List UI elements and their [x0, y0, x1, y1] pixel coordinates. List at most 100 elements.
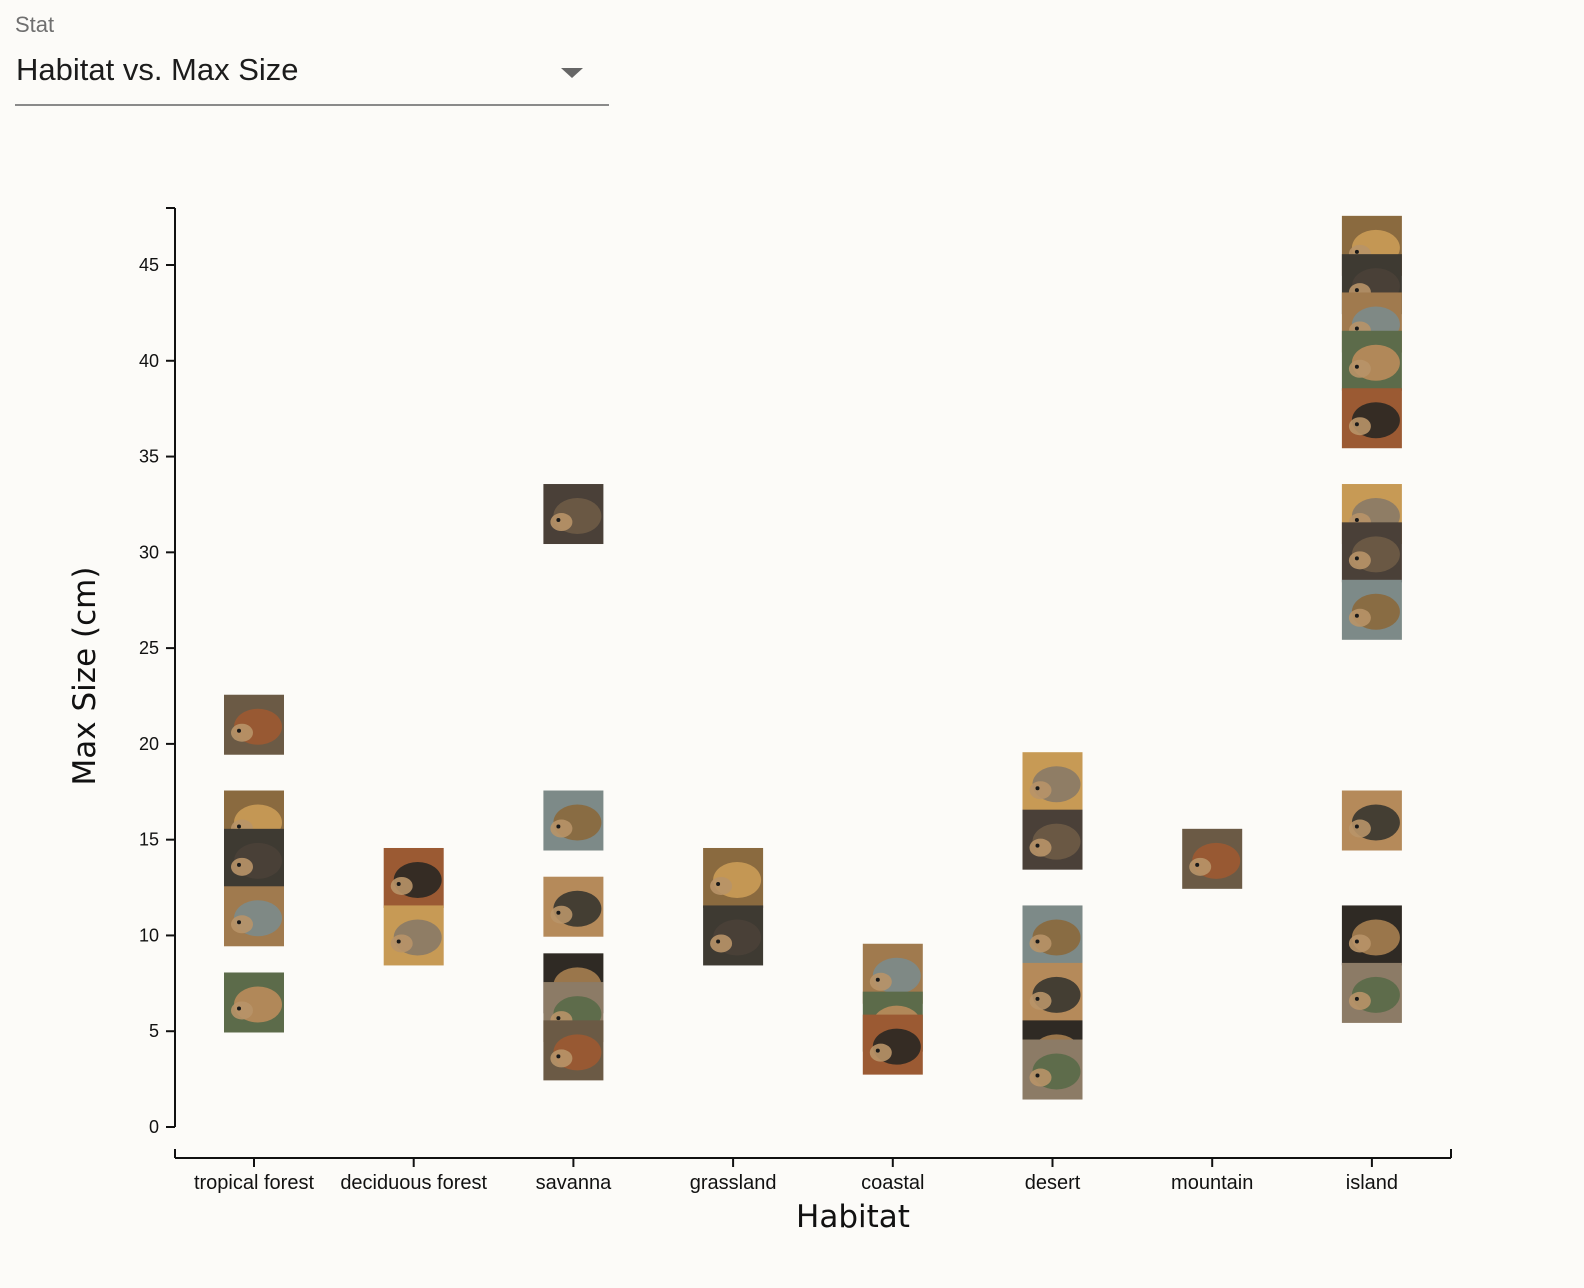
tortoise-eye	[716, 881, 721, 886]
x-tick-label: grassland	[690, 1172, 777, 1194]
tortoise-head-shape	[231, 1001, 253, 1020]
tortoise-head-shape	[550, 513, 573, 532]
data-point	[1341, 905, 1402, 966]
data-point	[1341, 388, 1402, 449]
stat-select[interactable]: Habitat vs. Max Size	[15, 40, 609, 106]
data-point	[224, 828, 284, 889]
y-tick-label: 45	[139, 255, 159, 275]
data-point	[1022, 1039, 1083, 1100]
tortoise-head-shape	[710, 934, 733, 953]
tortoise-head-shape	[231, 915, 253, 934]
data-point	[383, 847, 444, 908]
y-tick-label: 0	[149, 1117, 159, 1137]
data-point	[383, 905, 444, 966]
data-point	[543, 1020, 604, 1081]
x-tick-label: savanna	[536, 1172, 612, 1194]
tortoise-head-shape	[1348, 551, 1371, 570]
tortoise-eye	[875, 977, 880, 982]
x-tick-label: desert	[1025, 1172, 1081, 1194]
stat-control: Stat Habitat vs. Max Size	[15, 10, 609, 106]
tortoise-head-shape	[1029, 781, 1052, 800]
x-axis: tropical forest deciduous forest savanna gr…	[174, 1149, 1452, 1194]
data-point	[1341, 522, 1402, 583]
tortoise-head-shape	[231, 723, 253, 742]
tortoise-head-shape	[1348, 934, 1371, 953]
tortoise-eye	[556, 1016, 561, 1021]
tortoise-head-shape	[1029, 1068, 1052, 1087]
tortoise-head-shape	[1029, 934, 1052, 953]
tortoise-eye	[1354, 422, 1359, 427]
tortoise-head-shape	[390, 876, 413, 895]
tortoise-eye	[875, 1048, 880, 1053]
tortoise-eye	[237, 728, 241, 733]
tortoise-eye	[1354, 939, 1359, 944]
tortoise-head-shape	[231, 857, 253, 876]
tortoise-head-shape	[550, 1049, 573, 1068]
tortoise-eye	[1354, 288, 1359, 293]
tortoise-eye	[1354, 326, 1359, 331]
stat-label: Stat	[15, 12, 55, 37]
tortoise-eye	[1035, 786, 1040, 791]
data-point	[224, 886, 284, 947]
data-point	[703, 847, 764, 908]
tortoise-eye	[1035, 843, 1040, 848]
x-tick-label: deciduous forest	[340, 1172, 487, 1194]
tortoise-eye	[237, 1006, 241, 1011]
data-point	[224, 972, 284, 1033]
tortoise-head-shape	[1348, 417, 1371, 436]
data-point	[1022, 962, 1083, 1023]
tortoise-eye	[556, 1054, 561, 1059]
x-axis-title: Habitat	[796, 1199, 910, 1235]
data-point	[224, 694, 284, 755]
data-point	[1341, 330, 1402, 391]
y-tick-label: 35	[139, 447, 159, 467]
y-tick-label: 20	[139, 734, 159, 754]
tortoise-eye	[1354, 249, 1359, 254]
tortoise-eye	[237, 824, 241, 829]
tortoise-eye	[1354, 996, 1359, 1001]
tortoise-eye	[556, 824, 561, 829]
tortoise-head-shape	[390, 934, 413, 953]
tortoise-eye	[237, 862, 241, 867]
tortoise-eye	[396, 939, 401, 944]
y-axis-title: Max Size (cm)	[67, 567, 103, 786]
y-tick-label: 5	[149, 1021, 159, 1041]
tortoise-head-shape	[550, 905, 573, 924]
tortoise-head-shape	[1348, 819, 1371, 838]
data-point	[862, 1014, 923, 1075]
dropdown-arrow-icon	[561, 68, 583, 78]
tortoise-head-shape	[710, 876, 733, 895]
y-tick-label: 10	[139, 925, 159, 945]
tortoise-eye	[1035, 939, 1040, 944]
tortoise-eye	[716, 939, 721, 944]
data-point	[1341, 790, 1402, 851]
tortoise-eye	[1354, 824, 1359, 829]
tortoise-head-shape	[1348, 991, 1371, 1010]
tortoise-head-shape	[1029, 991, 1052, 1010]
tortoise-head-shape	[1189, 857, 1212, 876]
tortoise-eye	[237, 920, 241, 925]
data-point	[1341, 579, 1402, 640]
data-point	[543, 790, 604, 851]
y-tick-label: 25	[139, 638, 159, 658]
data-point	[1182, 828, 1243, 889]
tortoise-head-shape	[1029, 838, 1052, 857]
data-point	[1341, 962, 1402, 1023]
tortoise-eye	[556, 910, 561, 915]
tortoise-eye	[1195, 862, 1200, 867]
x-tick-label: island	[1346, 1172, 1398, 1194]
tortoise-eye	[1354, 364, 1359, 369]
y-tick-label: 30	[139, 542, 159, 562]
chart-marks	[224, 215, 1402, 1100]
stat-selected-value: Habitat vs. Max Size	[16, 52, 299, 87]
data-point	[543, 876, 604, 937]
data-point	[1022, 905, 1083, 966]
tortoise-eye	[556, 518, 561, 523]
tortoise-eye	[1354, 613, 1359, 618]
y-tick-label: 40	[139, 351, 159, 371]
tortoise-head-shape	[869, 1043, 892, 1062]
x-tick-label: coastal	[861, 1172, 924, 1194]
tortoise-head-shape	[1348, 359, 1371, 378]
y-tick-label: 15	[139, 830, 159, 850]
